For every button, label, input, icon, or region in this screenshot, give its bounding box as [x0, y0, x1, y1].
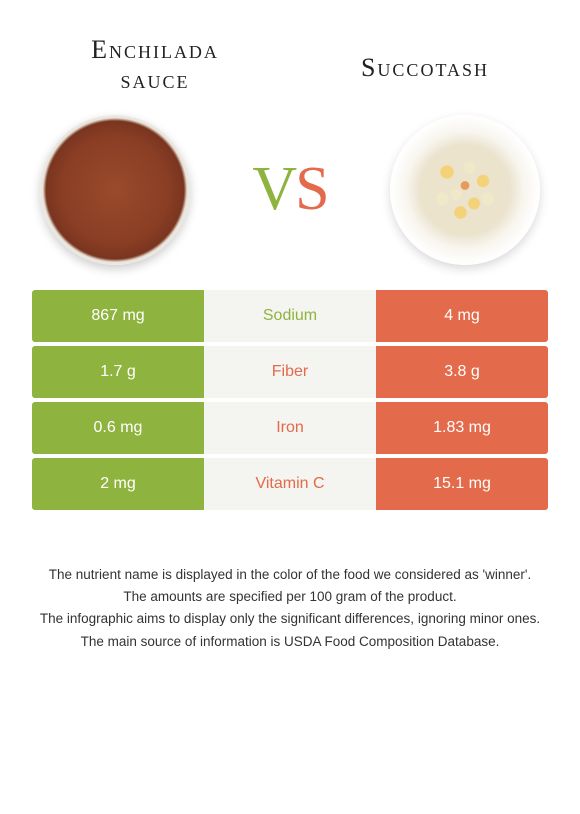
nutrient-row: 0.6 mgIron1.83 mg [32, 402, 548, 454]
footer-line-2: The amounts are specified per 100 gram o… [35, 586, 545, 608]
comparison-table: 867 mgSodium4 mg1.7 gFiber3.8 g0.6 mgIro… [0, 290, 580, 510]
left-value: 1.7 g [32, 346, 204, 398]
food-title-right: Succotash [325, 53, 525, 83]
vs-v: V [252, 155, 295, 223]
nutrient-label: Vitamin C [204, 458, 376, 510]
right-value: 1.83 mg [376, 402, 548, 454]
nutrient-row: 867 mgSodium4 mg [32, 290, 548, 342]
food-title-left: Enchilada sauce [55, 35, 255, 95]
footer-line-4: The main source of information is USDA F… [35, 631, 545, 653]
right-value: 3.8 g [376, 346, 548, 398]
nutrient-label: Fiber [204, 346, 376, 398]
nutrient-label: Iron [204, 402, 376, 454]
vs-s: S [295, 155, 327, 223]
images-row: VS [0, 105, 580, 290]
header: Enchilada sauce Succotash [0, 0, 580, 105]
nutrient-row: 2 mgVitamin C15.1 mg [32, 458, 548, 510]
footer-line-3: The infographic aims to display only the… [35, 608, 545, 630]
footer-notes: The nutrient name is displayed in the co… [0, 514, 580, 653]
left-value: 0.6 mg [32, 402, 204, 454]
right-value: 4 mg [376, 290, 548, 342]
vs-label: VS [252, 154, 327, 225]
left-value: 867 mg [32, 290, 204, 342]
footer-line-1: The nutrient name is displayed in the co… [35, 564, 545, 586]
succotash-image [390, 115, 540, 265]
enchilada-sauce-image [40, 115, 190, 265]
right-value: 15.1 mg [376, 458, 548, 510]
nutrient-label: Sodium [204, 290, 376, 342]
nutrient-row: 1.7 gFiber3.8 g [32, 346, 548, 398]
left-value: 2 mg [32, 458, 204, 510]
